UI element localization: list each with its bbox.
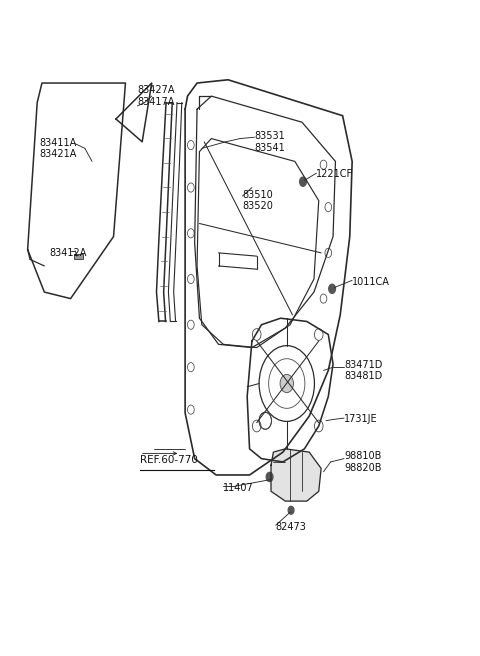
- Circle shape: [329, 284, 336, 293]
- Circle shape: [288, 506, 294, 514]
- Text: 98810B
98820B: 98810B 98820B: [344, 451, 382, 473]
- Text: 82473: 82473: [276, 522, 307, 532]
- Circle shape: [266, 472, 273, 482]
- Text: 1011CA: 1011CA: [352, 277, 390, 287]
- Bar: [74, 253, 83, 259]
- Text: 83471D
83481D: 83471D 83481D: [344, 359, 383, 381]
- Text: 1221CF: 1221CF: [316, 169, 353, 180]
- Text: 83411A
83421A: 83411A 83421A: [39, 138, 77, 159]
- Polygon shape: [271, 449, 321, 501]
- Text: 11407: 11407: [223, 483, 254, 493]
- Text: 83427A
83417A: 83427A 83417A: [137, 85, 175, 107]
- Text: REF.60-770: REF.60-770: [140, 455, 198, 465]
- Circle shape: [280, 375, 293, 393]
- Text: 83531
83541: 83531 83541: [254, 131, 285, 153]
- Text: 1731JE: 1731JE: [344, 415, 378, 424]
- Circle shape: [300, 177, 306, 186]
- Text: 83412A: 83412A: [49, 248, 86, 258]
- Text: 83510
83520: 83510 83520: [242, 190, 273, 211]
